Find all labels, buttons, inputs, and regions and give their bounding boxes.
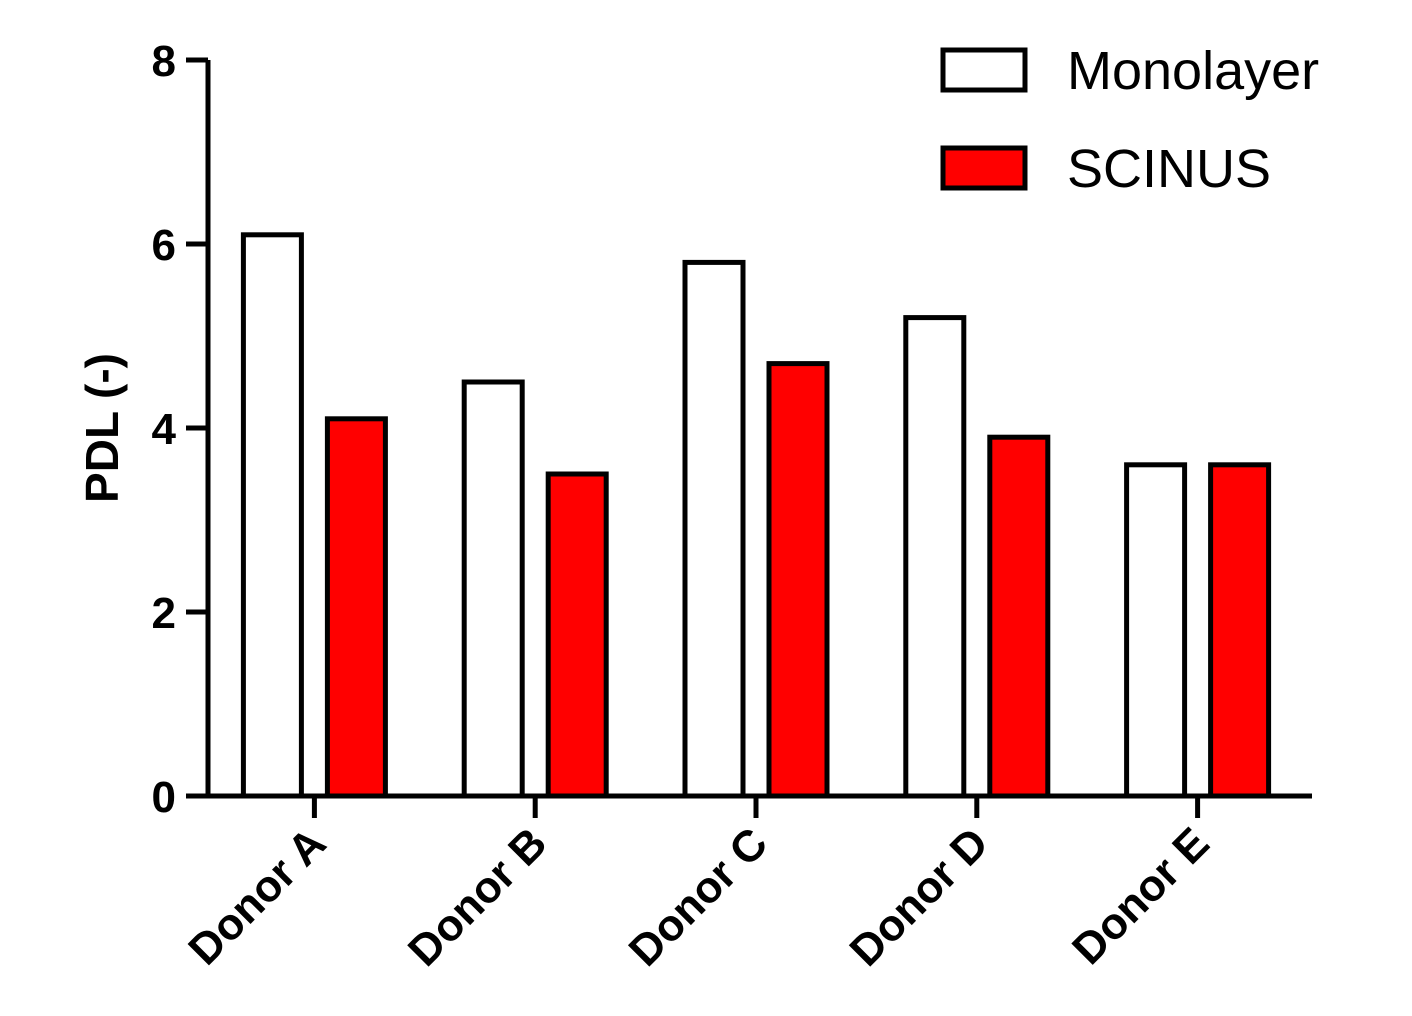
y-axis-label: PDL (-) bbox=[76, 353, 128, 503]
bar-scinus-donor-e bbox=[1208, 462, 1272, 799]
bar-monolayer-donor-e bbox=[1124, 462, 1188, 799]
bar-scinus-donor-c bbox=[766, 361, 830, 799]
bar-monolayer-donor-c bbox=[682, 259, 746, 799]
bar-scinus-donor-b bbox=[545, 471, 609, 799]
legend-swatch-scinus bbox=[940, 145, 1028, 191]
x-tick-label: Donor C bbox=[620, 818, 777, 975]
y-tick-label: 6 bbox=[152, 221, 176, 270]
bar-monolayer-donor-b bbox=[461, 379, 525, 799]
bar-monolayer-donor-a bbox=[240, 232, 304, 799]
x-ticks: Donor A Donor B Donor C Donor D Donor E bbox=[179, 796, 1219, 976]
x-tick-label: Donor A bbox=[179, 818, 335, 974]
legend-label-scinus: SCINUS bbox=[1067, 139, 1271, 199]
x-tick-label: Donor D bbox=[841, 818, 998, 975]
legend-swatch-monolayer bbox=[940, 47, 1028, 93]
bars-layer bbox=[240, 232, 1272, 799]
y-tick-label: 4 bbox=[152, 405, 177, 454]
y-tick-label: 8 bbox=[152, 37, 176, 86]
y-tick-label: 0 bbox=[152, 773, 176, 822]
x-tick-label: Donor B bbox=[399, 818, 556, 975]
legend: Monolayer SCINUS bbox=[940, 41, 1319, 199]
bar-scinus-donor-a bbox=[324, 416, 388, 799]
bar-scinus-donor-d bbox=[987, 434, 1051, 799]
legend-label-monolayer: Monolayer bbox=[1067, 41, 1319, 101]
bar-monolayer-donor-d bbox=[903, 315, 967, 799]
x-tick-label: Donor E bbox=[1063, 818, 1219, 974]
y-ticks: 0 2 4 6 8 bbox=[152, 37, 208, 822]
y-tick-label: 2 bbox=[152, 589, 176, 638]
